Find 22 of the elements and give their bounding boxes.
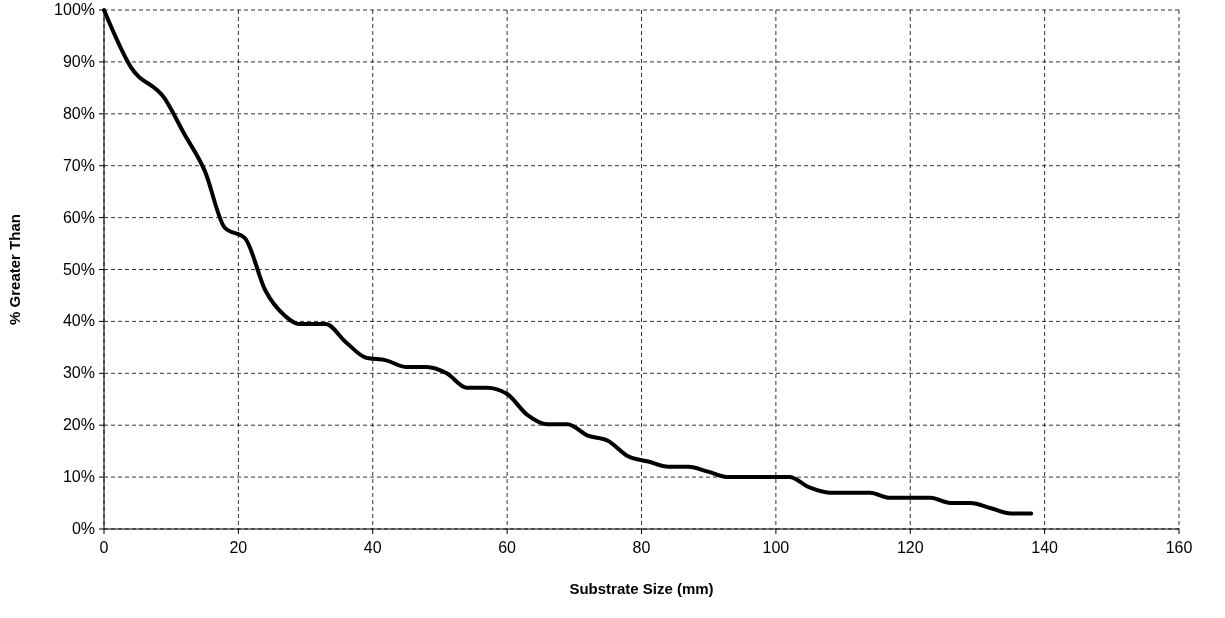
x-tick-label: 20 <box>229 539 248 556</box>
y-tick-label: 40% <box>62 312 95 330</box>
y-tick-label: 60% <box>62 208 95 226</box>
x-tick-label: 120 <box>896 539 924 556</box>
y-tick-label: 20% <box>62 416 95 434</box>
y-axis-title: % Greater Than <box>6 214 23 325</box>
y-tick-label: 80% <box>62 104 95 122</box>
x-tick-label: 140 <box>1031 539 1059 556</box>
y-tick-label: 70% <box>62 156 95 174</box>
x-tick-label: 80 <box>632 539 651 556</box>
y-tick-label: 10% <box>62 468 95 486</box>
x-tick-label: 100 <box>762 539 790 556</box>
x-tick-label: 160 <box>1165 539 1193 556</box>
x-tick-label: 60 <box>498 539 517 556</box>
y-tick-label: 100% <box>54 1 95 18</box>
x-tick-label: 40 <box>363 539 382 556</box>
y-tick-label: 90% <box>62 52 95 70</box>
y-tick-label: 30% <box>62 364 95 382</box>
y-tick-label: 0% <box>71 520 95 537</box>
x-axis-title: Substrate Size (mm) <box>569 580 714 597</box>
y-tick-label: 50% <box>62 260 95 278</box>
x-tick-label: 0 <box>99 539 109 556</box>
